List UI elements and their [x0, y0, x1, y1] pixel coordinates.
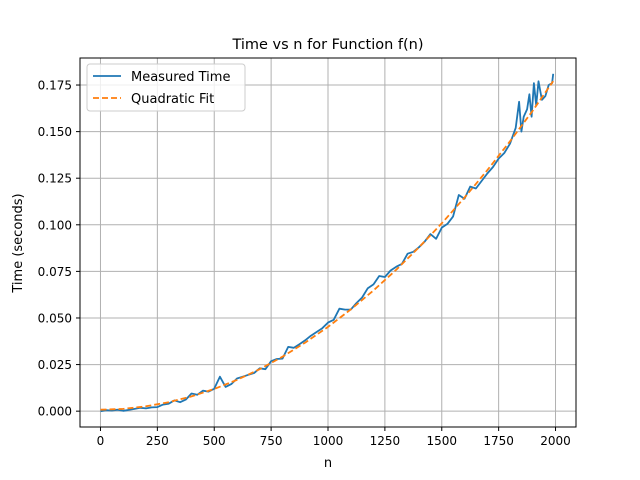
y-tick-label: 0.075 [38, 265, 72, 279]
x-tick-label: 0 [97, 434, 105, 448]
x-tick-label: 750 [260, 434, 283, 448]
chart-title: Time vs n for Function f(n) [231, 37, 423, 53]
x-tick-label: 250 [146, 434, 169, 448]
x-tick-label: 1750 [483, 434, 514, 448]
y-axis-ticks: 0.000 0.025 0.050 0.075 0.100 0.125 0.150 0.175 [38, 79, 80, 419]
y-tick-label: 0.000 [38, 405, 72, 419]
y-tick-label: 0.125 [38, 172, 72, 186]
x-tick-label: 500 [203, 434, 226, 448]
x-axis-ticks: 0 250 500 750 1000 1250 1500 1750 2000 [97, 427, 571, 448]
y-tick-label: 0.025 [38, 358, 72, 372]
x-tick-label: 2000 [540, 434, 571, 448]
legend: Measured Time Quadratic Fit [86, 63, 246, 112]
legend-label-quadratic-fit: Quadratic Fit [131, 92, 214, 107]
series-line-measured-time [100, 73, 555, 413]
grid-lines [80, 58, 576, 427]
y-tick-label: 0.175 [38, 79, 72, 93]
legend-box [86, 63, 246, 112]
x-tick-label: 1500 [426, 434, 457, 448]
y-axis-label: Time (seconds) [11, 193, 26, 293]
x-tick-label: 1000 [313, 434, 344, 448]
y-tick-label: 0.050 [38, 311, 72, 325]
legend-label-measured-time: Measured Time [131, 70, 230, 85]
x-tick-label: 1250 [370, 434, 401, 448]
y-tick-label: 0.100 [38, 218, 72, 232]
series-line-quadratic-fit [100, 80, 554, 411]
y-tick-label: 0.150 [38, 125, 72, 139]
x-axis-label: n [324, 456, 332, 471]
series-layer [100, 73, 555, 413]
